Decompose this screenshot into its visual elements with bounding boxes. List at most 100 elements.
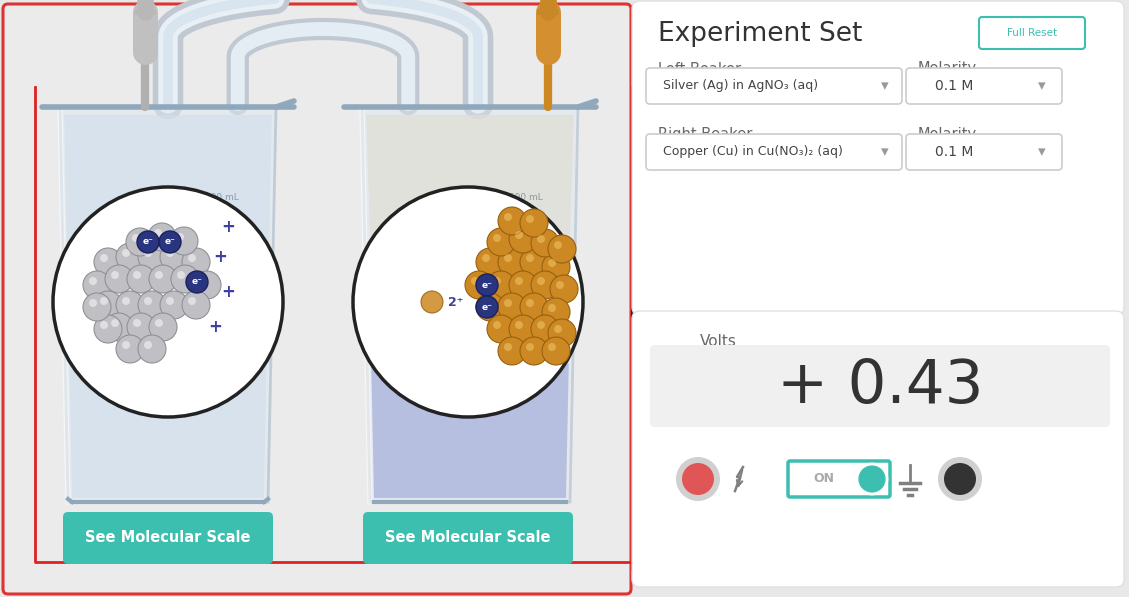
Circle shape (84, 293, 111, 321)
Circle shape (554, 241, 562, 249)
Circle shape (189, 254, 196, 262)
Circle shape (155, 271, 163, 279)
FancyBboxPatch shape (788, 461, 890, 497)
FancyBboxPatch shape (63, 512, 273, 564)
Circle shape (944, 463, 975, 495)
Text: — 450: — 450 (497, 232, 526, 242)
Text: See Molecular Scale: See Molecular Scale (385, 531, 551, 546)
Polygon shape (64, 115, 272, 498)
Text: + 0.43: + 0.43 (777, 356, 983, 416)
Circle shape (154, 229, 161, 237)
Circle shape (550, 275, 578, 303)
Circle shape (199, 277, 207, 285)
Circle shape (526, 299, 534, 307)
Circle shape (105, 265, 133, 293)
Circle shape (126, 313, 155, 341)
Circle shape (176, 233, 184, 241)
Polygon shape (362, 107, 578, 502)
Circle shape (148, 223, 176, 251)
Circle shape (487, 228, 515, 256)
Text: — 400: — 400 (497, 272, 526, 282)
Text: e⁻: e⁻ (165, 238, 175, 247)
Circle shape (182, 248, 210, 276)
Circle shape (94, 248, 122, 276)
Circle shape (548, 235, 576, 263)
Text: — 500 mL: — 500 mL (193, 192, 238, 202)
Circle shape (122, 249, 130, 257)
Circle shape (498, 293, 526, 321)
Circle shape (53, 187, 283, 417)
Circle shape (498, 207, 526, 235)
Circle shape (160, 291, 189, 319)
Text: e⁻: e⁻ (482, 281, 492, 290)
Text: See Molecular Scale: See Molecular Scale (86, 531, 251, 546)
Circle shape (537, 235, 545, 243)
Circle shape (537, 321, 545, 329)
Circle shape (126, 265, 155, 293)
Circle shape (520, 209, 548, 237)
Text: 2⁺: 2⁺ (448, 296, 463, 309)
Circle shape (509, 225, 537, 253)
Circle shape (520, 248, 548, 276)
Circle shape (548, 259, 555, 267)
Circle shape (133, 319, 141, 327)
Circle shape (857, 464, 887, 494)
Circle shape (100, 254, 108, 262)
Circle shape (537, 277, 545, 285)
Text: Molarity: Molarity (918, 128, 977, 143)
Circle shape (526, 254, 534, 262)
Circle shape (520, 293, 548, 321)
Circle shape (116, 243, 145, 271)
Text: — 450: — 450 (193, 232, 222, 242)
Text: Silver (Ag) in AgNO₃ (aq): Silver (Ag) in AgNO₃ (aq) (663, 79, 819, 93)
Circle shape (482, 299, 490, 307)
Text: Copper (Cu) in Cu(NO₃)₂ (aq): Copper (Cu) in Cu(NO₃)₂ (aq) (663, 146, 843, 158)
Circle shape (487, 271, 515, 299)
Text: e⁻: e⁻ (192, 278, 202, 287)
Circle shape (548, 304, 555, 312)
Circle shape (421, 291, 443, 313)
Circle shape (105, 313, 133, 341)
Text: Full Reset: Full Reset (1007, 28, 1057, 38)
Circle shape (676, 457, 720, 501)
Text: +: + (221, 218, 235, 236)
Circle shape (476, 296, 498, 318)
Circle shape (170, 227, 198, 255)
Circle shape (542, 253, 570, 281)
Circle shape (476, 248, 504, 276)
Circle shape (182, 291, 210, 319)
Circle shape (353, 187, 583, 417)
Circle shape (504, 213, 511, 221)
Circle shape (166, 249, 174, 257)
FancyBboxPatch shape (646, 68, 902, 104)
Circle shape (493, 277, 501, 285)
Circle shape (186, 271, 208, 293)
Circle shape (137, 231, 159, 253)
Circle shape (126, 228, 154, 256)
Text: ▾: ▾ (1039, 78, 1045, 94)
Circle shape (498, 248, 526, 276)
Circle shape (132, 234, 140, 242)
Circle shape (89, 299, 97, 307)
Circle shape (159, 231, 181, 253)
FancyBboxPatch shape (364, 512, 574, 564)
Text: 0.1 M: 0.1 M (935, 79, 973, 93)
Text: +: + (208, 318, 222, 336)
Circle shape (138, 243, 166, 271)
Text: ▾: ▾ (1039, 144, 1045, 159)
Circle shape (531, 271, 559, 299)
Text: +: + (213, 248, 227, 266)
Circle shape (509, 271, 537, 299)
Circle shape (149, 265, 177, 293)
Circle shape (193, 271, 221, 299)
Circle shape (515, 321, 523, 329)
Circle shape (542, 337, 570, 365)
Text: 0.1 M: 0.1 M (935, 145, 973, 159)
Circle shape (145, 297, 152, 305)
Circle shape (471, 277, 479, 285)
FancyBboxPatch shape (632, 1, 1124, 315)
Circle shape (493, 234, 501, 242)
FancyBboxPatch shape (979, 17, 1085, 49)
Circle shape (100, 297, 108, 305)
Circle shape (84, 271, 111, 299)
